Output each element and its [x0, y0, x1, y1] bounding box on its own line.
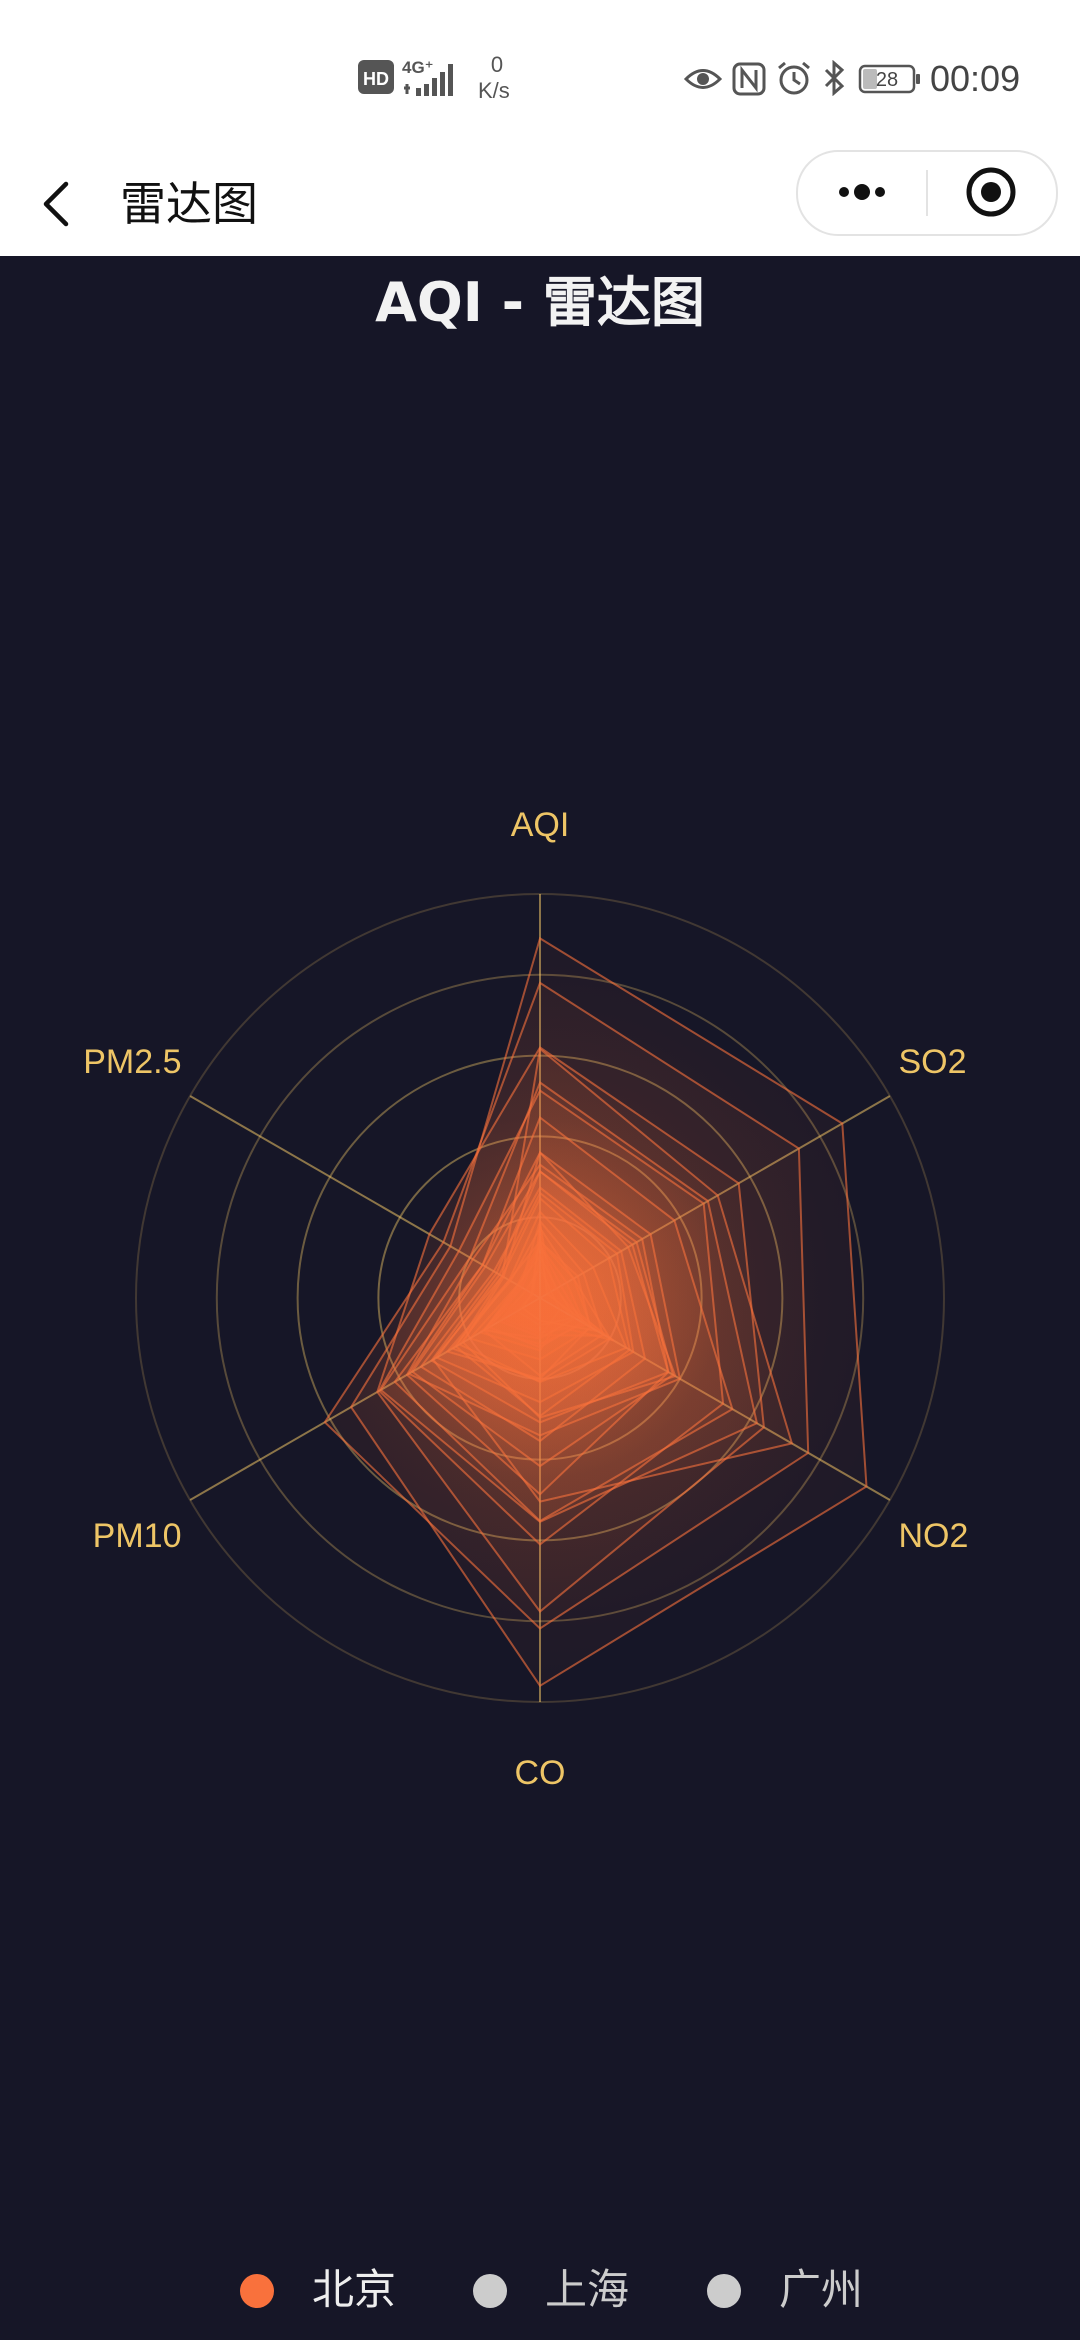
- legend-label-shanghai: 上海: [545, 2265, 630, 2314]
- close-mini-program-button[interactable]: [928, 152, 1054, 234]
- battery-icon: 28: [858, 64, 920, 94]
- network-speed-value: 0: [490, 52, 504, 77]
- mini-program-capsule: [796, 150, 1058, 236]
- hd-badge-icon: HD: [358, 60, 394, 94]
- alarm-icon: [778, 61, 810, 95]
- chart-title: AQI - 雷达图: [375, 271, 705, 334]
- radar-indicator-label-5: PM2.5: [83, 1043, 181, 1081]
- battery-level: 28: [876, 69, 898, 91]
- legend-item-shanghai[interactable]: 上海: [473, 2250, 653, 2330]
- page-title: 雷达图: [120, 177, 258, 231]
- eye-icon: [684, 69, 722, 89]
- bluetooth-icon: [824, 60, 845, 96]
- legend-dot-beijing: [240, 2274, 274, 2308]
- radar-indicator-label-3: CO: [515, 1754, 566, 1792]
- chart-legend: 北京 上海 广州: [0, 2250, 1080, 2330]
- chevron-left-icon: [43, 181, 69, 227]
- target-close-icon: [966, 167, 1016, 217]
- radar-chart: AQI SO2 NO2 CO PM10 PM2.5: [83, 806, 969, 1792]
- network-type: 4G⁺: [402, 58, 434, 77]
- more-button[interactable]: [798, 152, 926, 234]
- radar-indicator-label-4: PM10: [93, 1517, 182, 1555]
- radar-series-0-record-30: [521, 1235, 598, 1332]
- more-dots-icon: [839, 184, 885, 200]
- network-speed-unit: K/s: [478, 78, 510, 103]
- legend-item-beijing[interactable]: 北京: [240, 2250, 420, 2330]
- radar-indicator-label-2: NO2: [899, 1517, 969, 1555]
- nfc-icon: [732, 62, 766, 96]
- legend-label-guangzhou: 广州: [779, 2265, 864, 2314]
- nav-bar: 雷达图: [0, 150, 1080, 256]
- clock: 00:09: [930, 58, 1021, 99]
- status-bar: HD 4G⁺ 0 K/s 28 00:09: [0, 0, 1080, 150]
- hd-badge-label: HD: [363, 69, 389, 89]
- capsule-divider: [926, 170, 928, 216]
- legend-label-beijing: 北京: [312, 2265, 397, 2314]
- legend-dot-guangzhou: [707, 2274, 741, 2308]
- back-button[interactable]: [30, 164, 100, 244]
- signal-icon: [404, 64, 453, 96]
- legend-item-guangzhou[interactable]: 广州: [707, 2250, 887, 2330]
- radar-indicator-label-1: SO2: [899, 1043, 967, 1081]
- legend-dot-shanghai: [473, 2274, 507, 2308]
- radar-indicator-label-0: AQI: [511, 806, 570, 844]
